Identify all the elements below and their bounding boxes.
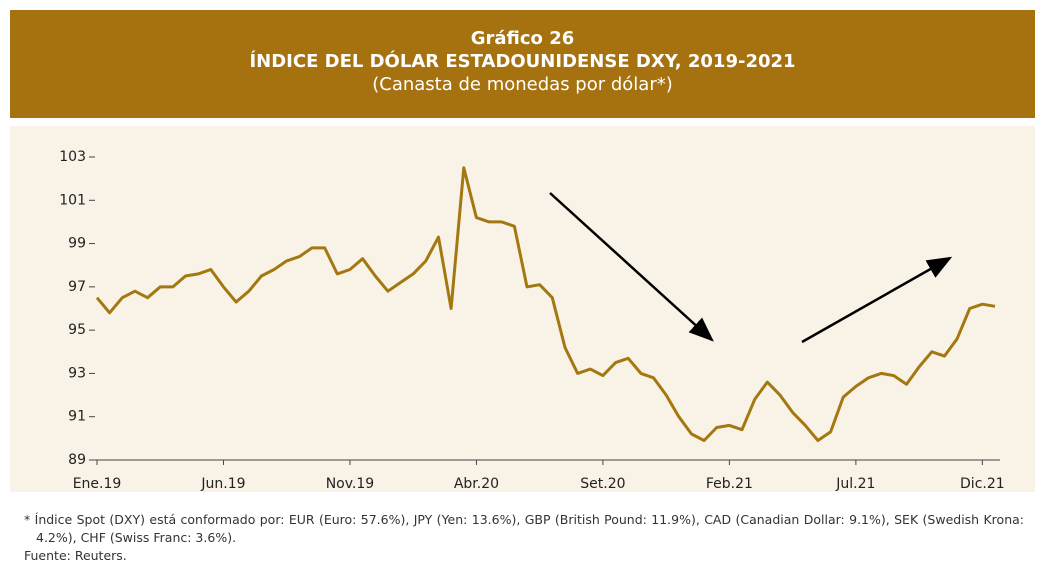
y-tick-label: 89 bbox=[68, 452, 86, 468]
line-series bbox=[95, 166, 996, 442]
footnote: * Índice Spot (DXY) está conformado por:… bbox=[24, 512, 1024, 545]
plot-background bbox=[10, 126, 1035, 492]
y-tick-label: 95 bbox=[68, 322, 86, 338]
x-tick-label: Jun.19 bbox=[200, 476, 245, 492]
x-tick-label: Jul.21 bbox=[835, 476, 875, 492]
y-tick-label: 93 bbox=[68, 365, 86, 381]
y-tick-label: 103 bbox=[59, 149, 86, 165]
source: Fuente: Reuters. bbox=[24, 548, 127, 563]
y-tick-label: 91 bbox=[68, 409, 86, 425]
chart-subtitle: ÍNDICE DEL DÓLAR ESTADOUNIDENSE DXY, 201… bbox=[249, 51, 796, 72]
x-tick-label: Feb.21 bbox=[706, 476, 753, 492]
arrow bbox=[801, 256, 953, 344]
y-tick-label: 101 bbox=[59, 192, 86, 208]
header: Gráfico 26 ÍNDICE DEL DÓLAR ESTADOUNIDEN… bbox=[10, 10, 1035, 118]
footer: * Índice Spot (DXY) está conformado por:… bbox=[24, 511, 1024, 565]
x-tick-label: Abr.20 bbox=[454, 476, 499, 492]
x-tick-label: Dic.21 bbox=[960, 476, 1005, 492]
x-tick-label: Ene.19 bbox=[73, 476, 122, 492]
x-tick-label: Set.20 bbox=[580, 476, 625, 492]
y-tick-label: 99 bbox=[68, 236, 86, 252]
y-tick-label: 97 bbox=[68, 279, 86, 295]
chart-title: Gráfico 26 bbox=[470, 28, 575, 49]
x-tick-label: Nov.19 bbox=[326, 476, 375, 492]
unit-label: (Canasta de monedas por dólar*) bbox=[372, 74, 673, 95]
arrow bbox=[549, 192, 714, 342]
